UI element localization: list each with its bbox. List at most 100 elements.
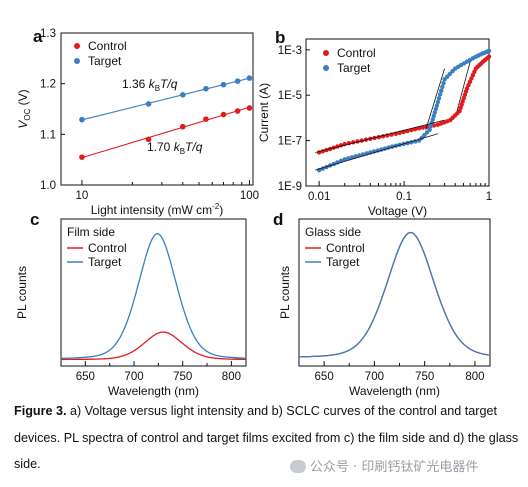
data-point-b-target bbox=[349, 155, 355, 160]
fit-line-b bbox=[315, 119, 445, 153]
plot-frame-b bbox=[305, 38, 490, 187]
y-tick-label-a: 1.1 bbox=[40, 129, 56, 141]
fit-line-b bbox=[425, 68, 445, 130]
data-point-b-target bbox=[422, 132, 427, 138]
data-point-b-target bbox=[442, 77, 447, 82]
x-tick-label-c: 750 bbox=[173, 371, 192, 383]
y-tick-label-b: 1E-3 bbox=[278, 45, 302, 57]
data-point-b-control bbox=[472, 69, 477, 75]
data-point-b-control bbox=[464, 86, 470, 91]
panel-label-c: c bbox=[30, 210, 39, 229]
x-tick-label-d: 700 bbox=[365, 371, 384, 383]
data-point-a-control bbox=[246, 105, 253, 111]
data-point-b-target bbox=[434, 103, 440, 108]
data-point-a-control bbox=[203, 116, 209, 122]
x-tick-label-c: 700 bbox=[124, 371, 143, 383]
figure-label: Figure 3. bbox=[14, 404, 67, 418]
y-tick-label-b: 1E-9 bbox=[278, 181, 302, 193]
x-tick-label-a: 100 bbox=[240, 190, 259, 202]
data-point-b-target bbox=[432, 110, 437, 115]
data-point-b-target bbox=[450, 69, 455, 74]
fit-line-b bbox=[315, 133, 438, 171]
x-axis-label-d: Wavelength (nm) bbox=[349, 384, 440, 398]
wechat-icon bbox=[290, 460, 306, 473]
legend-marker-b-control bbox=[323, 50, 329, 56]
legend-title-c: Film side bbox=[67, 225, 115, 239]
x-tick-label-a: 10 bbox=[76, 190, 89, 202]
spectrum-d-target bbox=[299, 231, 491, 358]
data-point-b-control bbox=[467, 79, 473, 84]
data-point-b-target bbox=[435, 99, 441, 105]
y-tick-label-b: 1E-7 bbox=[278, 136, 302, 148]
watermark: 公众号 · 印刷钙钛矿光电器件 bbox=[290, 456, 478, 475]
x-tick-label-b: 1 bbox=[486, 191, 492, 203]
spectrum-c-target bbox=[60, 233, 246, 360]
data-point-b-target bbox=[431, 113, 436, 119]
data-point-b-control bbox=[470, 72, 476, 78]
data-point-b-target bbox=[486, 48, 492, 54]
legend-label-b-target: Target bbox=[337, 61, 371, 75]
y-axis-label-c: PL counts bbox=[15, 266, 29, 319]
data-point-b-target bbox=[346, 156, 351, 161]
data-point-a-target bbox=[234, 78, 241, 84]
y-tick-label-a: 1.0 bbox=[40, 180, 56, 192]
watermark-text: 公众号 · 印刷钙钛矿光电器件 bbox=[310, 460, 479, 475]
legend-label-b-control: Control bbox=[337, 46, 376, 60]
data-point-a-target bbox=[203, 85, 209, 92]
plot-frame-a bbox=[60, 32, 254, 186]
x-tick-label-b: 0.1 bbox=[396, 191, 412, 203]
data-point-a-target bbox=[79, 116, 85, 123]
y-axis-label-b: Current (A) bbox=[257, 83, 271, 142]
x-tick-label-d: 650 bbox=[315, 371, 334, 383]
x-axis-label-c: Wavelength (nm) bbox=[108, 384, 199, 398]
caption-text: a) Voltage versus light intensity and b)… bbox=[14, 404, 519, 471]
data-point-b-target bbox=[424, 130, 430, 135]
y-tick-label-a: 1.2 bbox=[40, 79, 56, 91]
data-point-a-target bbox=[145, 101, 152, 107]
legend-label-a-control: Control bbox=[88, 39, 127, 53]
legend-label-c-target: Target bbox=[88, 255, 122, 269]
y-axis-label-d: PL counts bbox=[278, 266, 292, 319]
data-point-a-target bbox=[246, 75, 253, 81]
data-point-a-control bbox=[220, 111, 227, 118]
data-point-a-target bbox=[179, 92, 186, 98]
legend-label-a-target: Target bbox=[88, 54, 122, 68]
y-tick-label-a: 1.3 bbox=[40, 28, 56, 40]
data-point-b-target bbox=[430, 117, 435, 122]
data-point-b-target bbox=[445, 74, 450, 79]
spectrum-c-control bbox=[61, 331, 246, 361]
data-point-b-target bbox=[439, 88, 444, 93]
legend-title-d: Glass side bbox=[305, 225, 361, 239]
x-tick-label-d: 750 bbox=[415, 371, 434, 383]
y-tick-label-b: 1E-5 bbox=[278, 90, 302, 102]
data-point-b-target bbox=[437, 92, 443, 97]
data-point-a-target bbox=[220, 81, 227, 88]
data-point-a-control bbox=[145, 136, 152, 143]
data-point-b-target bbox=[436, 96, 442, 101]
figure-caption: Figure 3. a) Voltage versus light intens… bbox=[14, 398, 519, 478]
data-point-a-control bbox=[179, 123, 186, 130]
x-tick-label-d: 800 bbox=[465, 371, 484, 383]
data-point-b-control bbox=[466, 82, 471, 88]
data-point-a-control bbox=[234, 108, 241, 114]
x-tick-label-c: 650 bbox=[76, 371, 95, 383]
data-point-b-target bbox=[427, 127, 432, 132]
legend-label-c-control: Control bbox=[88, 241, 127, 255]
data-point-a-control bbox=[79, 154, 85, 160]
panel-label-d: d bbox=[273, 210, 283, 229]
data-point-b-target bbox=[440, 84, 445, 90]
data-point-b-control bbox=[420, 125, 425, 130]
legend-label-d-target: Target bbox=[326, 255, 360, 269]
y-axis-label-a: VOC (V) bbox=[16, 89, 32, 128]
x-axis-label-a: Light intensity (mW cm-2) bbox=[91, 202, 223, 217]
data-point-b-control bbox=[469, 76, 474, 81]
data-point-b-target bbox=[428, 124, 433, 129]
legend-marker-a-target bbox=[74, 58, 80, 64]
data-point-b-target bbox=[447, 71, 453, 77]
plot-frame-c bbox=[60, 218, 247, 367]
data-point-b-target bbox=[433, 106, 439, 112]
x-tick-label-b: 0.01 bbox=[308, 191, 330, 203]
panel-label-b: b bbox=[275, 28, 285, 47]
fit-line-b bbox=[456, 61, 471, 112]
